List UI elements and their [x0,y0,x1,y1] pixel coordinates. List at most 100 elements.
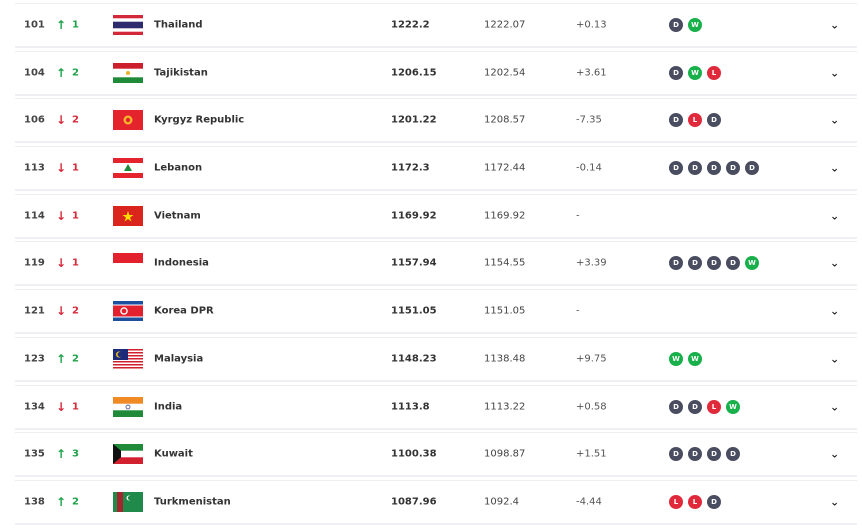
table-row[interactable]: 119 ↓ 1 Indonesia 1157.94 1154.55 +3.39 … [15,241,857,287]
chevron-down-icon[interactable]: ⌄ [830,495,840,509]
rank: 138 [24,496,45,508]
flag-korea-dpr [113,301,143,322]
flag-lebanon [113,158,143,179]
chevron-down-icon[interactable]: ⌄ [830,66,840,80]
chevron-down-icon[interactable]: ⌄ [830,400,840,413]
chevron-down-icon[interactable]: ⌄ [830,352,840,366]
arrow-up-icon: ↑ [56,351,67,366]
total-points: 1113.8 [391,401,430,412]
country-name[interactable]: Vietnam [154,210,201,222]
flag-thailand [113,15,143,35]
previous-points: 1202.54 [484,67,526,79]
total-points: 1201.22 [391,114,437,126]
flag-tajikistan [113,62,143,83]
rank-change: 1 [72,19,79,31]
points-change: -4.44 [576,496,602,508]
total-points: 1169.92 [391,210,437,222]
form-badge-loss: L [707,399,721,414]
chevron-down-icon[interactable]: ⌄ [830,256,840,270]
table-row[interactable]: 121 ↓ 2 Korea DPR 1151.05 1151.05 - ⌄ [15,289,857,335]
chevron-down-icon[interactable]: ⌄ [830,304,840,318]
previous-points: 1222.07 [484,19,526,31]
rank-change: 1 [72,162,79,174]
form-badge-draw: D [726,161,740,176]
country-name[interactable]: Thailand [154,19,203,31]
points-change: +1.51 [576,448,607,460]
rank-change: 2 [72,353,79,365]
form-badge-draw: D [688,399,702,414]
form-badge-draw: D [688,161,702,176]
form-badge-draw: D [688,447,702,462]
rank: 104 [24,67,45,79]
total-points: 1148.23 [391,353,437,365]
country-name[interactable]: Kyrgyz Republic [154,114,245,126]
chevron-down-icon[interactable]: ⌄ [830,18,840,32]
arrow-down-icon: ↓ [56,304,67,319]
table-row[interactable]: 114 ↓ 1 Vietnam 1169.92 1169.92 - ⌄ [15,193,857,239]
table-row[interactable]: 106 ↓ 2 Kyrgyz Republic 1201.22 1208.57 … [15,98,857,144]
form-badge-win: W [745,256,759,271]
points-change: +3.39 [576,257,607,269]
rank-change: 2 [72,67,79,79]
rank-change: 3 [72,448,79,460]
table-row[interactable]: 123 ↑ 2 Malaysia 1148.23 1138.48 +9.75 W… [15,336,857,382]
chevron-down-icon[interactable]: ⌄ [830,209,840,223]
previous-points: 1151.05 [484,305,526,317]
chevron-down-icon[interactable]: ⌄ [830,447,840,461]
previous-points: 1169.92 [484,210,526,222]
form-badge-draw: D [707,161,721,176]
previous-points: 1154.55 [484,257,526,269]
rank-change: 1 [72,257,79,269]
form-badge-win: W [688,65,702,80]
flag-kuwait [113,444,143,465]
points-change: - [576,210,580,222]
country-name[interactable]: Korea DPR [154,305,214,317]
country-name[interactable]: Indonesia [154,257,209,269]
rank-change: 2 [72,305,79,317]
form-badge-draw: D [707,113,721,128]
rank: 135 [24,448,45,460]
form-badge-draw: D [688,256,702,271]
rank: 113 [24,162,45,174]
total-points: 1172.3 [391,162,430,174]
flag-india [113,396,143,417]
form-badge-draw: D [707,256,721,271]
chevron-down-icon[interactable]: ⌄ [830,161,840,175]
country-name[interactable]: India [154,401,183,412]
rank-change: 1 [72,210,79,222]
country-name[interactable]: Malaysia [154,353,204,365]
rank: 101 [24,19,45,31]
arrow-up-icon: ↑ [56,447,67,462]
country-name[interactable]: Lebanon [154,162,203,174]
rank: 123 [24,353,45,365]
form-badge-win: W [669,351,683,366]
chevron-down-icon[interactable]: ⌄ [830,113,840,127]
table-row[interactable]: 138 ↑ 2 Turkmenistan 1087.96 1092.4 -4.4… [15,479,857,525]
country-name[interactable]: Kuwait [154,448,193,460]
previous-points: 1092.4 [484,496,519,508]
country-name[interactable]: Tajikistan [154,67,208,79]
points-change: - [576,305,580,317]
form-badge-draw: D [707,447,721,462]
rank-change: 1 [72,401,79,412]
form-badge-draw: D [669,447,683,462]
form-badge-win: W [688,351,702,366]
form-badge-loss: L [669,494,683,509]
arrow-up-icon: ↑ [56,18,67,32]
table-row[interactable]: 104 ↑ 2 Tajikistan 1206.15 1202.54 +3.61… [15,50,857,96]
arrow-down-icon: ↓ [56,208,67,223]
rank: 106 [24,114,45,126]
form-badge-draw: D [669,399,683,414]
flag-kyrgyz [113,110,143,131]
country-name[interactable]: Turkmenistan [154,496,231,508]
